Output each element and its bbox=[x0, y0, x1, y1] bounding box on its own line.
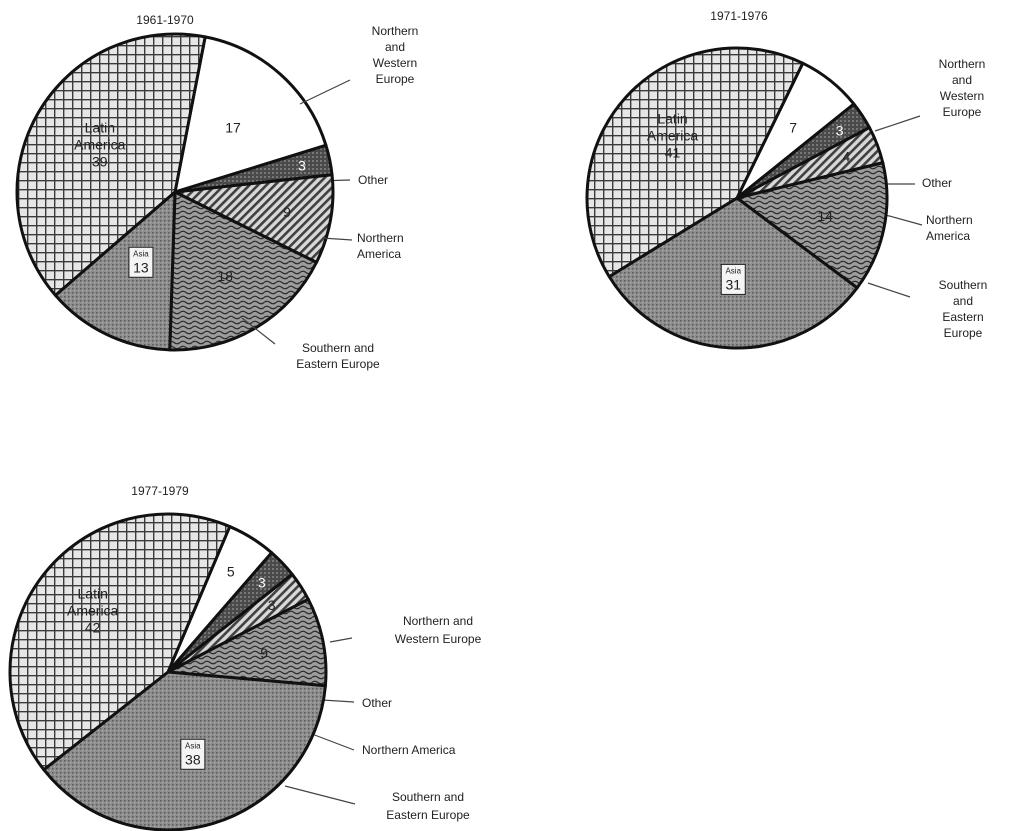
leader-line bbox=[311, 733, 355, 751]
pie-slice-latin-america bbox=[8, 512, 232, 772]
slice-value-label: 3 bbox=[268, 597, 276, 613]
slice-value-label: 38 bbox=[185, 751, 201, 767]
asia-label-box bbox=[720, 263, 746, 295]
category-label-northern-america: Northern America bbox=[357, 231, 404, 261]
pie-slice-southern-and-eastern-europe bbox=[735, 161, 889, 290]
slice-value-label: 18 bbox=[217, 268, 233, 284]
pie-slice-northern-america bbox=[173, 173, 335, 264]
category-label-northern-america: Northern America bbox=[362, 743, 456, 757]
chart-title: 1961-1970 bbox=[136, 13, 194, 27]
pie-chart-1971-1976: 1971-1976 7 Northern and Western Europe 3 Other… bbox=[585, 9, 988, 350]
slice-value-label: 17 bbox=[225, 119, 241, 135]
slice-value-label: 3 bbox=[258, 575, 266, 591]
slice-inner-label: Latin America 41 bbox=[647, 111, 699, 161]
slice-value-label: 7 bbox=[789, 120, 797, 136]
category-label-southern-and-eastern-europe: Southern and Eastern Europe bbox=[296, 341, 380, 371]
slice-inner-label: Latin America 39 bbox=[74, 119, 126, 169]
slice-value-label: 4 bbox=[842, 148, 850, 164]
slice-inner-label: Asia bbox=[185, 741, 201, 750]
pie-chart-1961-1970: 1961-1970 17 Northern and Western Europe 3 Othe… bbox=[15, 13, 419, 371]
chart-title: 1977-1979 bbox=[131, 484, 189, 498]
leader-line bbox=[321, 699, 355, 703]
pie-slice-asia bbox=[53, 190, 177, 352]
category-label-northern-america: Northern America bbox=[926, 213, 973, 243]
category-label-other: Other bbox=[358, 173, 388, 187]
asia-label-box bbox=[128, 246, 154, 278]
category-label-northern-and-western-europe: Northern and Western Europe bbox=[939, 57, 986, 119]
pie-slice-southern-and-eastern-europe bbox=[166, 597, 328, 688]
pie-slice-southern-and-eastern-europe bbox=[168, 190, 318, 352]
category-label-northern-and-western-europe: Northern and Western Europe bbox=[372, 24, 419, 86]
pie-chart-1977-1979: 1977-1979 5 Northern and Western Europe 3 Oth… bbox=[8, 484, 482, 831]
category-label-northern-and-western-europe: Northern and Western Europe bbox=[395, 614, 482, 646]
leader-line bbox=[284, 785, 356, 805]
slice-value-label: 9 bbox=[283, 204, 291, 220]
asia-label-box bbox=[180, 738, 206, 770]
pie-slice-latin-america bbox=[585, 46, 805, 279]
leader-line bbox=[881, 213, 923, 226]
leader-line bbox=[321, 237, 353, 241]
category-label-other: Other bbox=[362, 696, 392, 710]
leader-line bbox=[874, 115, 921, 132]
pie-slice-northern-and-western-europe bbox=[173, 35, 328, 194]
chart-title: 1971-1976 bbox=[710, 9, 768, 23]
slice-value-label: 3 bbox=[298, 158, 306, 174]
slice-value-label: 5 bbox=[227, 564, 235, 580]
slice-inner-label: Latin America 42 bbox=[67, 585, 119, 635]
slice-inner-label: Asia bbox=[133, 249, 149, 258]
slice-value-label: 9 bbox=[260, 645, 268, 661]
leader-line bbox=[241, 317, 276, 345]
category-label-southern-and-eastern-europe: Southern and Eastern Europe bbox=[939, 278, 988, 340]
slice-inner-label: Asia bbox=[725, 266, 741, 275]
slice-value-label: 31 bbox=[725, 276, 741, 292]
leader-line bbox=[299, 79, 351, 105]
leader-line bbox=[329, 637, 353, 643]
category-label-southern-and-eastern-europe: Southern and Eastern Europe bbox=[386, 790, 470, 822]
slice-value-label: 3 bbox=[836, 122, 844, 138]
slice-value-label: 13 bbox=[133, 259, 149, 275]
pie-slice-latin-america bbox=[15, 32, 207, 297]
leader-line bbox=[867, 282, 911, 298]
category-label-other: Other bbox=[922, 176, 952, 190]
slice-value-label: 14 bbox=[817, 208, 833, 224]
